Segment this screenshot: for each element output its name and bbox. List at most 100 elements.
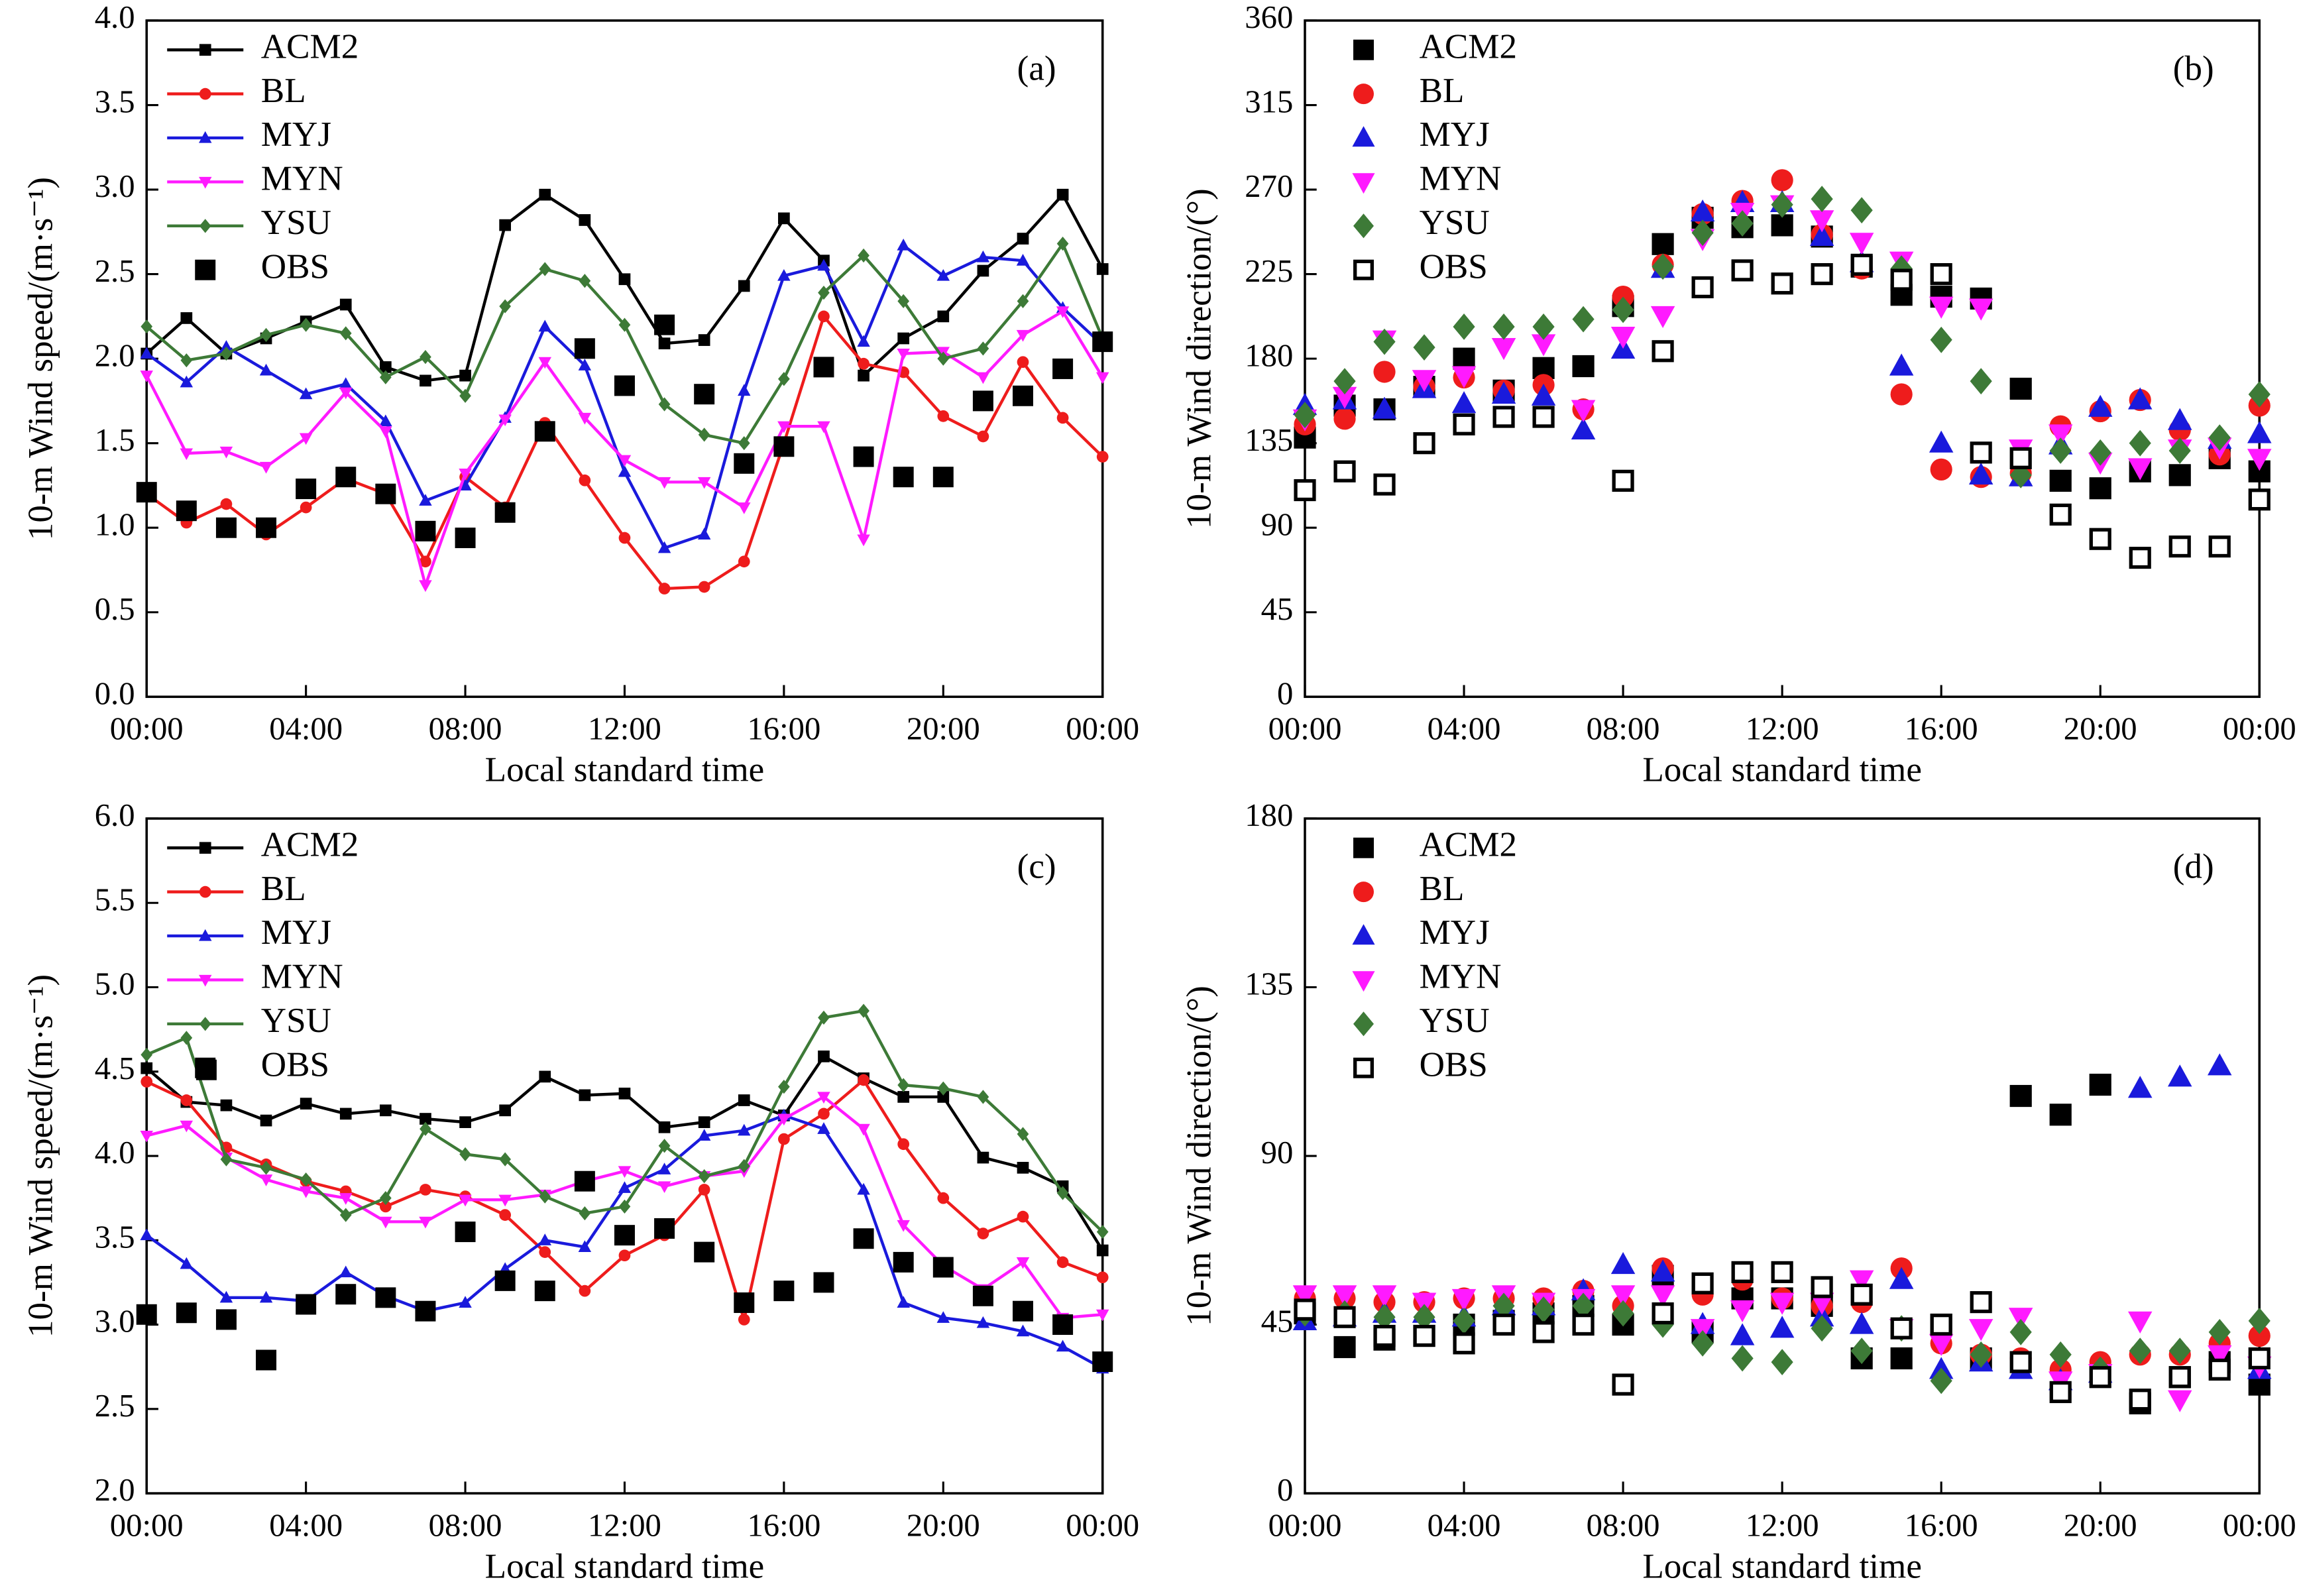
legend-marker: [195, 1057, 216, 1078]
data-point: [1612, 469, 1634, 492]
data-point: [180, 448, 194, 461]
data-point: [140, 1076, 153, 1088]
data-point: [2127, 1311, 2153, 1334]
y-tick-label: 90: [1261, 506, 1294, 542]
data-point: [220, 498, 233, 510]
data-point: [1413, 1324, 1435, 1347]
data-point: [1612, 1373, 1634, 1396]
y-tick-label: 270: [1245, 168, 1293, 204]
y-tick-label: 45: [1261, 1304, 1294, 1340]
data-point: [1491, 338, 1516, 361]
legend-label: OBS: [261, 247, 329, 286]
data-point: [380, 1200, 392, 1213]
x-tick-label: 20:00: [907, 711, 980, 747]
data-point: [579, 274, 591, 288]
legend-marker: [1353, 1011, 1374, 1037]
data-point: [538, 319, 551, 332]
x-axis-label: Local standard time: [485, 751, 765, 789]
legend-label: MYJ: [1420, 115, 1490, 154]
data-point: [734, 453, 755, 474]
data-point: [1771, 191, 1793, 218]
data-point: [259, 461, 273, 474]
data-point: [380, 1104, 392, 1117]
panel-label: (a): [1017, 50, 1056, 88]
data-point: [2248, 488, 2271, 511]
data-point: [1930, 458, 1952, 481]
data-point: [1809, 1292, 1834, 1315]
data-point: [937, 1192, 950, 1204]
series-line: [145, 1054, 1104, 1251]
data-point: [1492, 1313, 1515, 1336]
data-point: [932, 1257, 954, 1278]
data-point: [618, 317, 631, 332]
y-tick-label: 4.5: [95, 1051, 135, 1086]
data-point: [176, 1302, 197, 1324]
data-point: [256, 517, 277, 538]
data-point: [777, 1113, 791, 1126]
data-point: [1652, 233, 1674, 255]
data-point: [857, 1182, 870, 1195]
data-point: [618, 1249, 631, 1262]
legend-marker: [1353, 213, 1374, 239]
data-point: [658, 1121, 671, 1133]
data-point: [1017, 1127, 1029, 1141]
data-point: [614, 1225, 635, 1246]
data-point: [1652, 340, 1674, 363]
data-point: [1691, 1330, 1714, 1357]
x-tick-label: 12:00: [1746, 711, 1819, 747]
data-point: [897, 1220, 910, 1232]
y-tick-label: 1.0: [95, 506, 135, 542]
data-point: [2168, 464, 2191, 486]
data-point: [817, 1122, 830, 1134]
y-tick-label: 135: [1245, 422, 1293, 458]
data-point: [538, 357, 551, 369]
data-point: [657, 477, 671, 489]
data-point: [1890, 383, 1913, 406]
x-axis-label: Local standard time: [1642, 751, 1922, 789]
data-point: [2208, 535, 2231, 558]
data-point: [2009, 1318, 2032, 1345]
data-point: [1451, 1288, 1477, 1312]
data-point: [215, 1309, 237, 1330]
data-point: [379, 426, 392, 438]
series-line: [145, 313, 1104, 591]
legend-marker: [1353, 1057, 1374, 1078]
legend-label: BL: [1420, 72, 1465, 110]
data-point: [459, 1116, 471, 1128]
data-point: [1610, 1285, 1636, 1308]
data-point: [299, 433, 313, 445]
data-point: [1096, 1271, 1109, 1284]
data-point: [2208, 424, 2231, 451]
data-point: [937, 410, 950, 422]
data-point: [1769, 1292, 1795, 1315]
legend-label: MYN: [261, 160, 343, 198]
y-tick-label: 1.5: [95, 422, 135, 458]
data-point: [1333, 368, 1356, 395]
data-point: [2129, 546, 2151, 569]
series-line: [145, 309, 1104, 591]
data-point: [1056, 412, 1069, 424]
data-point: [1690, 1319, 1715, 1341]
data-point: [220, 1099, 233, 1112]
data-point: [415, 1300, 436, 1322]
data-point: [256, 1349, 277, 1371]
data-point: [379, 414, 392, 427]
data-point: [773, 436, 795, 457]
data-point: [654, 314, 675, 335]
data-point: [1412, 370, 1437, 392]
data-point: [657, 1163, 671, 1174]
data-point: [818, 1051, 830, 1062]
data-point: [698, 581, 710, 593]
data-point: [897, 239, 910, 251]
data-point: [1413, 1304, 1435, 1331]
data-point: [697, 528, 711, 540]
data-point: [2089, 528, 2111, 550]
data-point: [459, 1194, 472, 1207]
data-point: [300, 1172, 312, 1187]
data-point: [140, 1228, 153, 1241]
data-point: [1453, 347, 1475, 370]
data-point: [1850, 1283, 1873, 1306]
data-point: [180, 312, 193, 324]
data-point: [1333, 460, 1356, 483]
data-point: [697, 1129, 711, 1141]
